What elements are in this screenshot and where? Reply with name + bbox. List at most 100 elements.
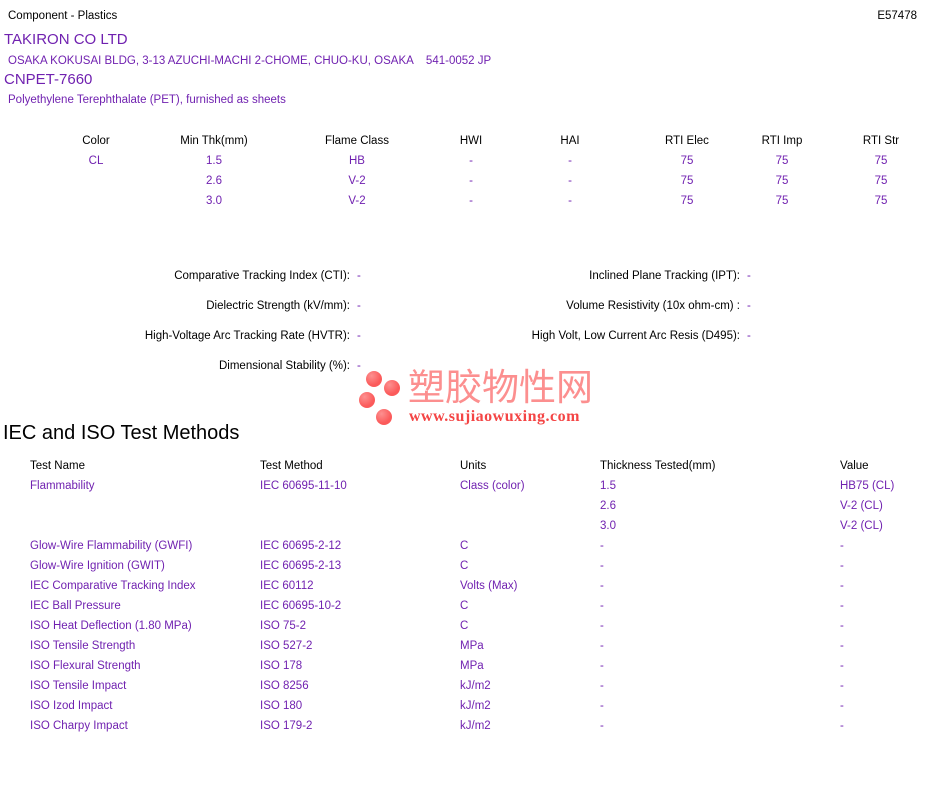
test-method-cell: - [840,540,844,552]
test-method-cell: ISO Heat Deflection (1.80 MPa) [30,620,192,632]
test-method-row: 3.0 V-2 (CL) [30,516,950,536]
test-method-cell: ISO 178 [260,660,303,672]
test-method-cell: 2.6 [600,500,616,512]
test-method-cell: - [840,560,844,572]
test-method-cell: ISO Charpy Impact [30,720,128,732]
ratings-cell: HB [349,155,365,167]
electrical-row: Dimensional Stability (%): - [0,351,950,381]
ratings-cell: 1.5 [206,155,222,167]
test-method-cell: - [600,620,604,632]
test-method-cell: - [600,660,604,672]
test-method-row: 2.6 V-2 (CL) [30,496,950,516]
test-method-cell [460,516,600,536]
test-method-cell: ISO 527-2 [260,640,313,652]
test-method-cell: kJ/m2 [460,680,491,692]
ratings-cell: 75 [775,175,789,187]
test-method-cell: ISO Flexural Strength [30,660,141,672]
test-method-row: IEC Ball Pressure IEC 60695-10-2 C - - [30,596,950,616]
test-method-cell: V-2 (CL) [840,500,883,512]
component-category-label: Component - Plastics [8,10,118,22]
test-method-cell: C [460,620,469,632]
test-method-col-header: Test Method [260,460,323,472]
test-method-cell: C [460,560,469,572]
test-method-cell: Glow-Wire Ignition (GWIT) [30,560,165,572]
ratings-cell: 75 [680,195,694,207]
test-method-cell: ISO Tensile Impact [30,680,127,692]
ratings-cell: V-2 [348,175,366,187]
test-method-row: ISO Flexural Strength ISO 178 MPa - - [30,656,950,676]
test-method-cell: - [600,580,604,592]
test-method-cell: Class (color) [460,480,525,492]
test-method-cell: - [840,660,844,672]
test-method-row: ISO Tensile Impact ISO 8256 kJ/m2 - - [30,676,950,696]
electrical-property-label: High-Voltage Arc Tracking Rate (HVTR): [144,330,350,342]
ratings-col-header: RTI Elec [665,135,709,147]
electrical-property-value: - [357,330,361,342]
test-method-cell: - [840,620,844,632]
ratings-cell: 75 [680,175,694,187]
ratings-cell: - [469,195,473,207]
test-method-row: ISO Heat Deflection (1.80 MPa) ISO 75-2 C -… [30,616,950,636]
test-method-cell: kJ/m2 [460,720,491,732]
test-method-cell: IEC 60695-10-2 [260,600,342,612]
test-method-cell: C [460,600,469,612]
test-method-cell: IEC 60112 [260,580,314,592]
company-address: OSAKA KOKUSAI BLDG, 3-13 AZUCHI-MACHI 2-… [8,55,492,67]
test-method-cell: ISO 8256 [260,680,309,692]
test-method-cell: - [600,640,604,652]
test-method-cell: IEC Comparative Tracking Index [30,580,196,592]
electrical-property-label: Dielectric Strength (kV/mm): [206,300,350,312]
test-method-cell: - [600,700,604,712]
ratings-cell: 75 [874,155,888,167]
test-methods-title: IEC and ISO Test Methods [3,422,240,444]
ratings-cell: 75 [680,155,694,167]
electrical-property-label: High Volt, Low Current Arc Resis (D495): [531,330,740,342]
electrical-property-value: - [357,300,361,312]
ratings-cell: - [568,155,572,167]
ul-file-number: E57478 [877,10,917,22]
test-method-cell: - [600,720,604,732]
test-method-cell [260,496,460,516]
ratings-cell: CL [88,155,104,167]
flame-ratings-header-row: Color Min Thk(mm) Flame Class HWI HAI RTI Ele… [40,131,936,151]
test-method-cell: IEC 60695-11-10 [260,480,347,492]
ratings-cell: - [469,175,473,187]
ratings-cell: 75 [775,195,789,207]
test-method-cell: - [600,680,604,692]
logo-dot-icon [359,392,375,408]
product-name: CNPET-7660 [4,71,93,88]
ratings-cell: 2.6 [206,175,222,187]
ratings-row: CL 1.5 HB - - 75 75 75 [40,151,936,171]
logo-dot-icon [376,409,392,425]
test-method-cell: - [840,680,844,692]
test-method-cell [260,516,460,536]
test-methods-body: Flammability IEC 60695-11-10 Class (color)… [30,476,950,736]
flame-ratings-body: CL 1.5 HB - - 75 75 75 2.6 V-2 - - 75 75 75 3.0 V-2 - - 75 7… [40,151,936,211]
test-method-cell: 3.0 [600,520,616,532]
company-name: TAKIRON CO LTD [4,31,128,48]
ratings-col-header: RTI Imp [761,135,803,147]
ratings-col-header: Min Thk(mm) [180,135,248,147]
test-method-row: ISO Tensile Strength ISO 527-2 MPa - - [30,636,950,656]
test-method-row: Flammability IEC 60695-11-10 Class (color)… [30,476,950,496]
test-method-cell: - [840,640,844,652]
test-method-cell [460,496,600,516]
test-method-cell [30,516,260,536]
watermark-site-url: www.sujiaowuxing.com [409,408,580,425]
test-method-cell: IEC 60695-2-12 [260,540,342,552]
test-method-row: Glow-Wire Ignition (GWIT) IEC 60695-2-13 C… [30,556,950,576]
electrical-property-value: - [747,270,751,282]
test-method-cell: - [600,560,604,572]
test-method-cell: HB75 (CL) [840,480,895,492]
test-method-cell: MPa [460,640,484,652]
ratings-cell: V-2 [348,195,366,207]
ratings-cell: 75 [874,175,888,187]
electrical-property-value: - [357,270,361,282]
test-method-cell: - [600,540,604,552]
test-method-cell: ISO 179-2 [260,720,313,732]
test-method-cell [30,496,260,516]
flame-ratings-table: Color Min Thk(mm) Flame Class HWI HAI RTI Ele… [40,131,936,211]
test-methods-header-row: Test Name Test Method Units Thickness Teste… [30,456,950,476]
ratings-cell: 75 [775,155,789,167]
